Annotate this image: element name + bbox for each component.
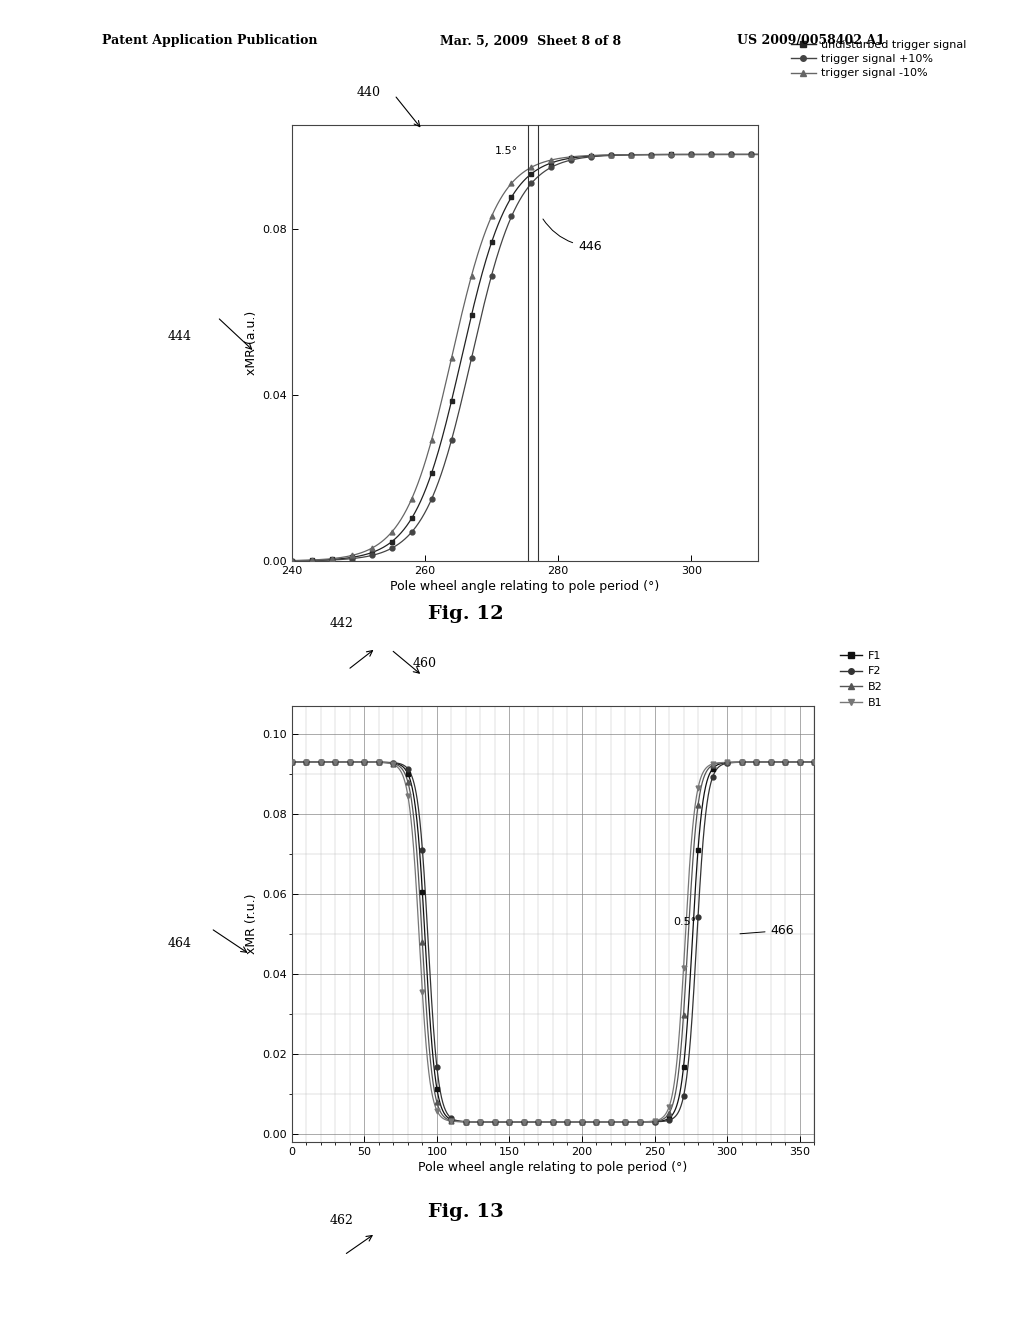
Text: US 2009/0058402 A1: US 2009/0058402 A1	[737, 34, 885, 48]
Text: Patent Application Publication: Patent Application Publication	[102, 34, 317, 48]
Text: Fig. 13: Fig. 13	[428, 1203, 504, 1221]
X-axis label: Pole wheel angle relating to pole period (°): Pole wheel angle relating to pole period…	[390, 579, 659, 593]
Text: 1.5°: 1.5°	[495, 147, 518, 156]
Y-axis label: xMR (a.u.): xMR (a.u.)	[245, 312, 258, 375]
Text: Mar. 5, 2009  Sheet 8 of 8: Mar. 5, 2009 Sheet 8 of 8	[440, 34, 622, 48]
Text: 444: 444	[167, 330, 191, 343]
Legend: F1, F2, B2, B1: F1, F2, B2, B1	[836, 647, 887, 711]
Legend: undisturbed trigger signal, trigger signal +10%, trigger signal -10%: undisturbed trigger signal, trigger sign…	[786, 36, 971, 83]
Text: Fig. 12: Fig. 12	[428, 605, 504, 623]
X-axis label: Pole wheel angle relating to pole period (°): Pole wheel angle relating to pole period…	[419, 1160, 687, 1173]
Text: 464: 464	[167, 937, 191, 950]
Text: 0.5°: 0.5°	[674, 917, 696, 927]
Text: 440: 440	[356, 86, 381, 99]
Text: 466: 466	[740, 924, 795, 937]
Y-axis label: xMR (r.u.): xMR (r.u.)	[245, 894, 258, 954]
Text: 460: 460	[413, 657, 437, 671]
Text: 442: 442	[330, 616, 353, 630]
Text: 446: 446	[543, 219, 602, 253]
Text: 462: 462	[330, 1214, 353, 1228]
